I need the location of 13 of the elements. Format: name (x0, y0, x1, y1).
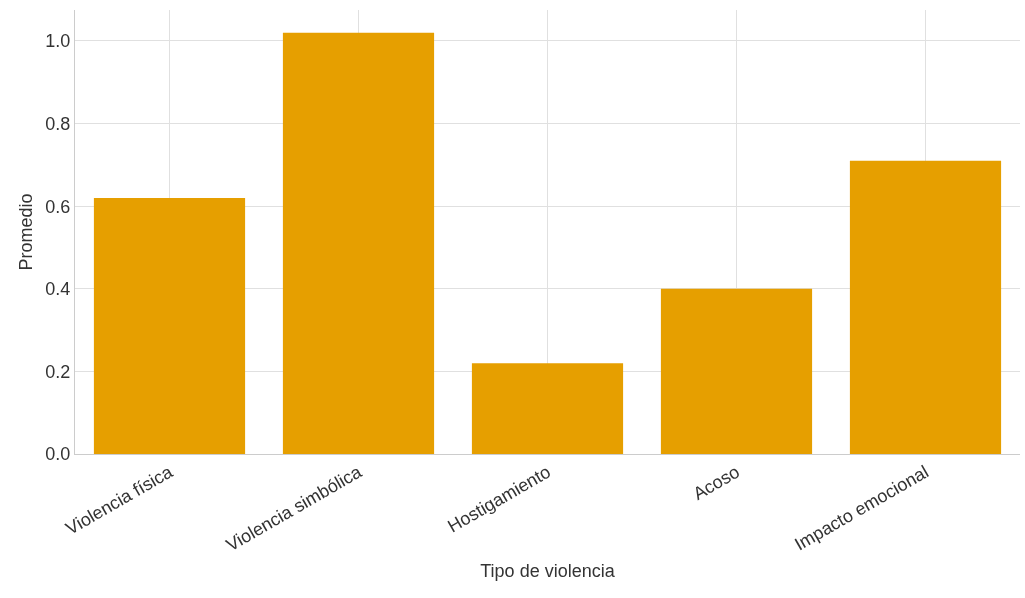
bar (282, 32, 435, 454)
bar (660, 288, 813, 454)
y-tick-label: 0.4 (45, 279, 71, 300)
y-tick-label: 0.6 (45, 196, 71, 217)
y-axis-title: Promedio (15, 193, 36, 271)
y-tick-label: 0.0 (45, 444, 71, 465)
bar (471, 363, 624, 454)
y-tick-label: 0.2 (45, 361, 71, 382)
y-tick-label: 0.8 (45, 113, 71, 134)
bar (849, 160, 1002, 454)
x-axis-title: Tipo de violencia (480, 561, 616, 582)
y-tick-label: 1.0 (45, 31, 71, 52)
bar (93, 197, 246, 454)
